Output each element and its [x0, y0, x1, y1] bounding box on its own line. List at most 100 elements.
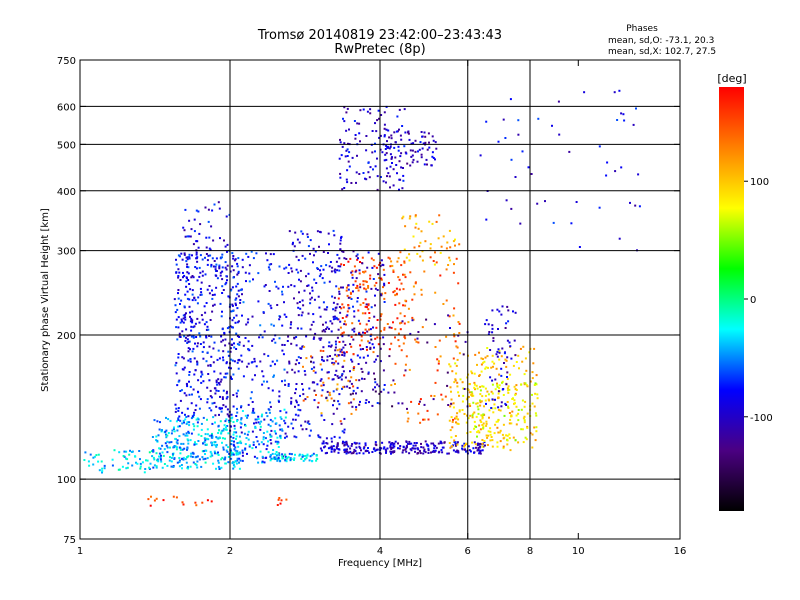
data-point	[270, 457, 273, 460]
data-point	[209, 395, 212, 398]
data-point	[202, 416, 205, 419]
data-point	[370, 306, 373, 309]
data-point	[179, 279, 182, 281]
data-point	[387, 391, 390, 394]
data-point	[454, 450, 457, 453]
data-point	[199, 398, 202, 401]
data-point	[274, 457, 277, 460]
data-point	[232, 436, 235, 439]
data-point	[398, 108, 401, 111]
data-point	[519, 347, 522, 350]
data-point	[177, 417, 180, 420]
data-point	[221, 398, 224, 400]
data-point	[403, 260, 406, 263]
data-point	[466, 414, 468, 417]
data-point	[375, 449, 378, 451]
data-point	[395, 287, 398, 290]
data-point	[524, 436, 527, 439]
data-point	[396, 317, 399, 320]
data-point	[188, 380, 190, 383]
data-point	[212, 265, 215, 268]
data-point	[526, 412, 529, 415]
data-point	[374, 150, 376, 153]
data-point	[517, 412, 520, 415]
data-point	[185, 256, 188, 259]
data-point	[421, 250, 424, 253]
data-point	[195, 209, 198, 212]
data-point	[482, 426, 485, 429]
data-point	[135, 461, 137, 464]
data-point	[352, 389, 355, 392]
data-point	[339, 420, 342, 423]
data-point	[234, 258, 237, 261]
data-point	[365, 178, 368, 181]
data-point	[340, 348, 343, 351]
data-point	[237, 295, 240, 298]
data-point	[355, 379, 358, 382]
data-point	[276, 359, 279, 362]
data-point	[184, 316, 187, 319]
y-axis-label: Stationary phase Virtual Height [km]	[40, 208, 51, 392]
data-point	[452, 449, 455, 452]
data-point	[165, 429, 168, 432]
data-point	[390, 137, 393, 140]
data-point	[291, 270, 294, 273]
data-point	[480, 363, 483, 366]
data-point	[244, 337, 247, 339]
data-point	[252, 441, 255, 444]
data-point	[282, 353, 285, 356]
data-point	[355, 277, 358, 280]
data-point	[412, 444, 415, 447]
data-point	[368, 328, 371, 331]
data-point	[485, 218, 488, 221]
data-point	[233, 465, 236, 468]
data-point	[341, 442, 344, 445]
data-point	[226, 390, 228, 393]
data-point	[369, 274, 372, 277]
data-point	[216, 383, 219, 386]
data-point	[372, 168, 374, 171]
data-point	[458, 394, 460, 397]
data-point	[318, 275, 321, 278]
data-point	[205, 253, 208, 255]
data-point	[191, 289, 194, 292]
data-point	[417, 448, 420, 451]
data-point	[400, 166, 403, 169]
data-point	[278, 454, 281, 457]
data-point	[288, 230, 291, 233]
data-point	[470, 391, 473, 394]
data-point	[345, 129, 348, 132]
data-point	[252, 409, 255, 412]
data-point	[127, 462, 130, 465]
data-point	[637, 173, 640, 176]
data-point	[192, 388, 195, 391]
data-point	[419, 241, 422, 244]
data-point	[336, 318, 339, 321]
data-point	[218, 429, 220, 432]
data-point	[568, 150, 571, 153]
data-point	[373, 447, 376, 450]
data-point	[189, 358, 192, 361]
data-point	[508, 341, 511, 344]
data-point	[544, 200, 546, 203]
data-point	[359, 261, 361, 263]
data-point	[407, 307, 410, 310]
data-point	[456, 449, 459, 452]
data-point	[353, 310, 356, 313]
data-point	[480, 357, 483, 360]
data-point	[125, 450, 128, 453]
data-point	[241, 293, 243, 296]
data-point	[161, 451, 164, 454]
data-point	[269, 425, 272, 428]
data-point	[330, 344, 333, 347]
data-point	[196, 360, 198, 363]
data-point	[408, 442, 411, 445]
data-point	[408, 368, 411, 371]
data-point	[364, 450, 367, 453]
data-point	[491, 392, 494, 395]
data-point	[212, 361, 215, 364]
data-point	[349, 450, 352, 453]
data-point	[297, 314, 300, 317]
data-point	[230, 358, 233, 361]
